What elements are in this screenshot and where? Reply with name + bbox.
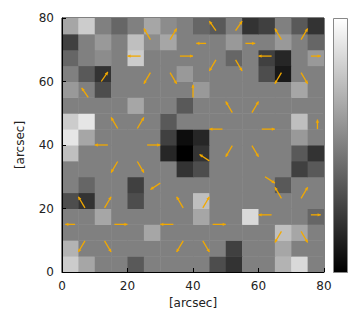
- svg-text:60: 60: [39, 75, 54, 89]
- svg-text:0: 0: [58, 279, 66, 293]
- svg-text:[arcsec]: [arcsec]: [13, 121, 27, 169]
- svg-text:40: 40: [185, 279, 200, 293]
- svg-text:0: 0: [46, 265, 54, 279]
- svg-text:20: 20: [39, 202, 54, 216]
- svg-text:20: 20: [120, 279, 135, 293]
- svg-text:40: 40: [39, 138, 54, 152]
- svg-text:80: 80: [316, 279, 331, 293]
- svg-text:60: 60: [251, 279, 266, 293]
- svg-text:80: 80: [39, 11, 54, 25]
- svg-text:[arcsec]: [arcsec]: [169, 296, 217, 310]
